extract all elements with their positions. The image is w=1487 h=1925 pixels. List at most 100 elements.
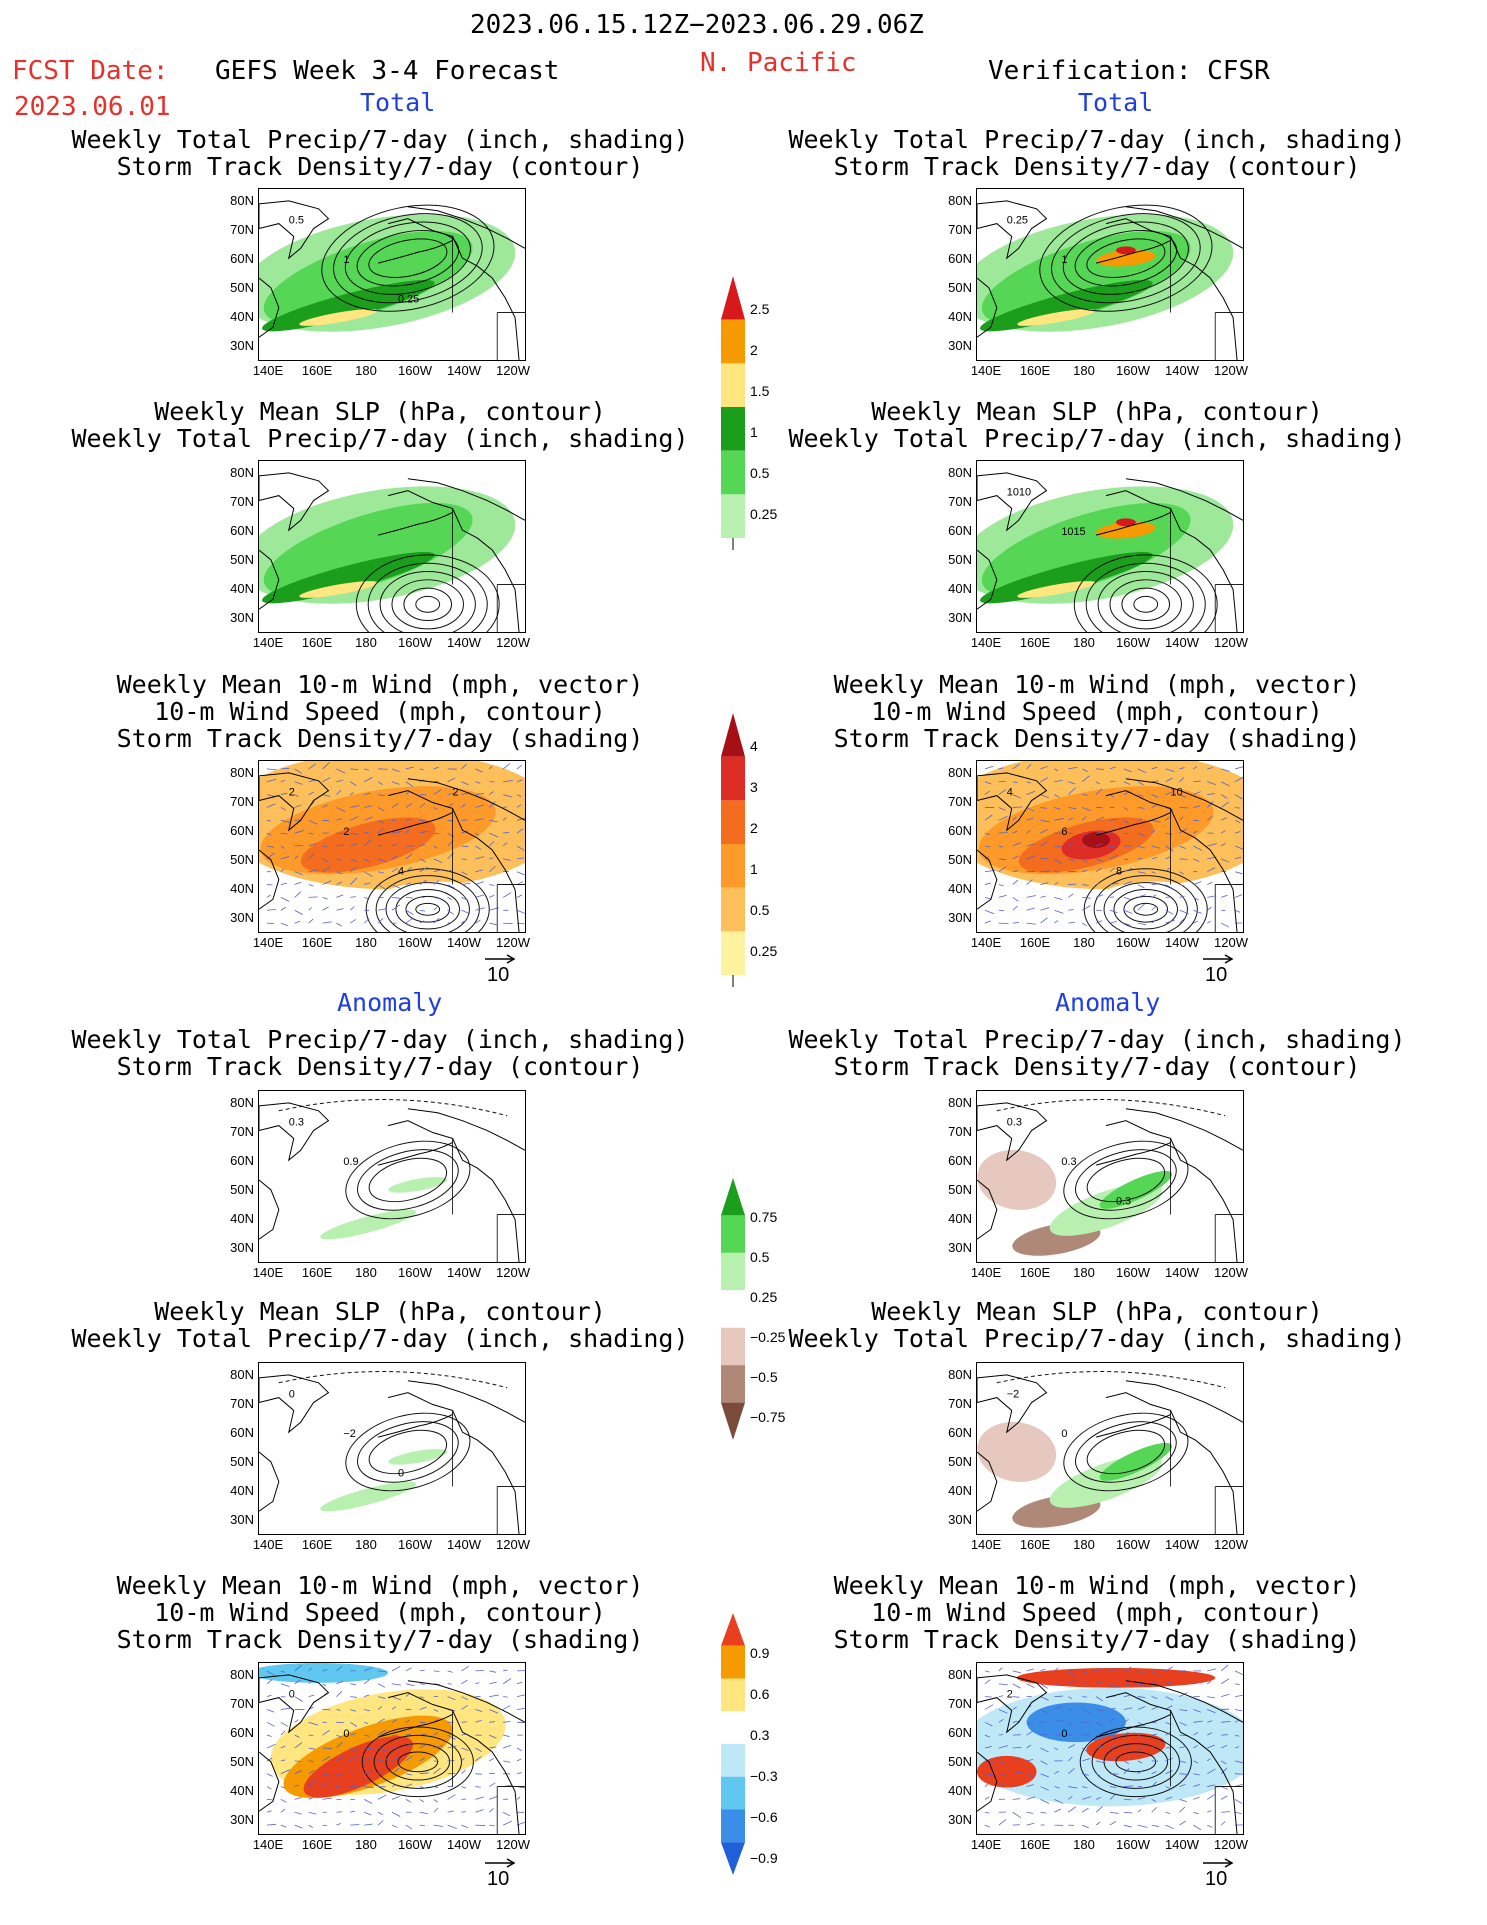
wind-vector <box>364 1823 373 1826</box>
wind-vector <box>336 1741 343 1749</box>
wind-vector <box>1040 1760 1048 1765</box>
wind-vector <box>1026 1796 1036 1800</box>
wind-speed-contour <box>1103 882 1188 932</box>
wind-vector <box>475 856 485 860</box>
storm-max <box>1082 832 1110 848</box>
wind-vector <box>1179 777 1185 783</box>
wind-vector <box>1220 1664 1229 1672</box>
wind-vector <box>1082 1786 1088 1789</box>
wind-vector <box>322 794 331 797</box>
wind-vector <box>1179 1784 1186 1787</box>
wind-vector <box>1082 905 1091 911</box>
wind-vector <box>1234 1694 1243 1697</box>
wind-vector <box>1095 867 1102 873</box>
lat-tick-label: 30N <box>230 1812 254 1827</box>
wind-vector <box>308 896 318 898</box>
wind-vector <box>1220 1678 1230 1685</box>
wind-vector <box>294 871 304 875</box>
wind-vector <box>489 1709 499 1714</box>
wind-vector <box>1123 897 1132 900</box>
wind-vector <box>1123 1695 1130 1697</box>
contour-label: 8 <box>1116 866 1122 878</box>
lat-tick-label: 60N <box>230 1425 254 1440</box>
wind-vector <box>1026 1730 1033 1736</box>
slp-contour <box>1097 571 1194 632</box>
wind-vector <box>1151 871 1156 874</box>
wind-vector <box>1151 1807 1157 1813</box>
lon-tick-label: 160W <box>1116 1537 1150 1552</box>
coastline-north-america <box>1105 778 1243 932</box>
lat-tick-label: 30N <box>948 910 972 925</box>
contour-label: 0 <box>289 1689 295 1701</box>
wind-vector <box>350 1770 354 1774</box>
wind-vector <box>336 871 343 875</box>
wind-vector <box>1123 1785 1134 1787</box>
lat-tick-label: 80N <box>230 1095 254 1110</box>
wind-vector <box>419 1824 426 1827</box>
lon-tick-label: 160E <box>1019 1837 1051 1852</box>
wind-anom-contour <box>361 1726 474 1798</box>
wind-vector <box>280 922 289 927</box>
colorbar-segment <box>721 319 745 364</box>
wind-vector <box>308 843 317 847</box>
wind-vector <box>1109 1683 1119 1688</box>
wind-vector <box>475 919 481 924</box>
lon-tick-label: 180 <box>1073 935 1095 950</box>
vector-ref-r2c1: 10 <box>1203 954 1234 987</box>
wind-vector <box>1151 780 1159 783</box>
wind-vector <box>1151 1771 1157 1775</box>
wind-vector <box>503 794 512 798</box>
coastline-japan <box>259 1751 280 1812</box>
wind-vector <box>998 1783 1005 1787</box>
lon-tick-label: 180 <box>355 363 377 378</box>
wind-vector <box>266 1823 276 1826</box>
wind-vector <box>308 1667 313 1672</box>
wind-vector <box>1123 819 1129 824</box>
slp-contour <box>367 562 488 632</box>
wind-vector <box>1054 845 1063 848</box>
wind-vector <box>1040 1709 1049 1714</box>
lat-tick-label: 50N <box>948 552 972 567</box>
wind-vector <box>405 1773 413 1776</box>
wind-vector <box>280 907 287 911</box>
wind-vector <box>1054 882 1059 885</box>
wind-vector <box>475 793 484 795</box>
lat-tick-label: 70N <box>230 222 254 237</box>
lat-tick-label: 80N <box>230 765 254 780</box>
wind-vector <box>475 1809 484 1813</box>
slp-contour <box>1121 587 1171 622</box>
wind-vector <box>280 1824 287 1828</box>
wind-vector <box>1082 1824 1089 1829</box>
wind-vector <box>1165 1757 1173 1762</box>
lon-tick-label: 160W <box>398 1265 432 1280</box>
slp-contour <box>403 587 453 622</box>
lon-tick-label: 180 <box>1073 1265 1095 1280</box>
lat-tick-label: 80N <box>948 1095 972 1110</box>
wind-vector <box>377 1820 384 1826</box>
title-r3c1: Weekly Total Precip/7-day (inch, shading… <box>788 1025 1406 1081</box>
wind-vector <box>1151 766 1158 770</box>
wind-vector <box>1235 1773 1243 1775</box>
wind-vector <box>1193 1760 1199 1764</box>
contour-label: 2 <box>289 787 295 799</box>
wind-vector <box>1220 1744 1228 1749</box>
wind-vector <box>1109 909 1118 914</box>
wind-vector <box>1234 831 1241 834</box>
wind-vector <box>308 1811 317 1815</box>
lat-tick-label: 60N <box>948 823 972 838</box>
wind-vector <box>1109 854 1118 860</box>
wind-vector <box>1123 1811 1133 1814</box>
wind-vector <box>1207 781 1217 785</box>
wind-vector <box>433 845 438 849</box>
coastline-asia <box>259 472 330 532</box>
lat-tick-label: 30N <box>948 1812 972 1827</box>
wind-vector <box>405 1733 411 1736</box>
wind-speed-contour <box>1093 875 1198 932</box>
slp-contour <box>379 571 476 632</box>
wind-vector <box>1109 780 1116 783</box>
wind-vector <box>1165 1681 1172 1685</box>
wind-vector <box>1109 1734 1118 1738</box>
wind-vector <box>1151 1670 1159 1675</box>
wind-vector <box>489 1694 499 1697</box>
wind-vector <box>1068 893 1074 898</box>
